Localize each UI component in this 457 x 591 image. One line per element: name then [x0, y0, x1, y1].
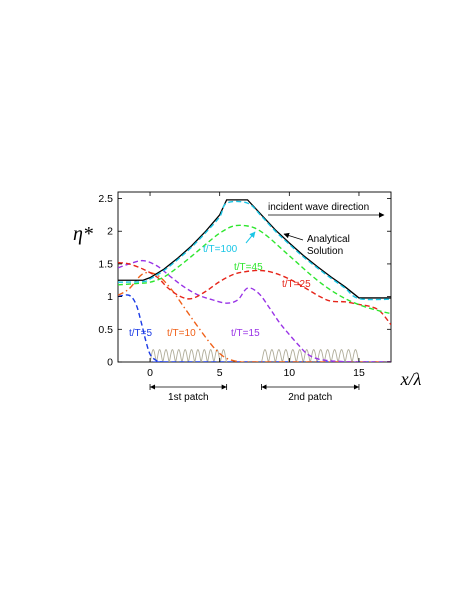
- t100-arrow: [245, 231, 256, 244]
- label-t5: t/T=5: [129, 328, 153, 339]
- y-tick-label: 2: [107, 226, 113, 238]
- patch-span-arrow: [150, 384, 156, 390]
- series-line-t5: [118, 294, 391, 362]
- series-group: [118, 199, 391, 362]
- series-line-analytical: [118, 199, 391, 299]
- patch-spans: 1st patch 2nd patch: [149, 384, 360, 403]
- y-tick-label: 0.5: [98, 324, 113, 336]
- patch-span-arrow: [221, 384, 227, 390]
- y-tick-label: 2.5: [98, 193, 113, 205]
- y-axis-label: η*: [73, 223, 93, 245]
- patch-span-arrow: [261, 384, 267, 390]
- label-t10: t/T=10: [167, 328, 196, 339]
- label-t25: t/T=25: [282, 279, 311, 290]
- x-tick-label: 15: [353, 367, 365, 379]
- patch-span-label: 1st patch: [168, 392, 209, 403]
- series-line-t25: [118, 261, 391, 326]
- label-t100: t/T=100: [203, 244, 238, 255]
- analytical-pointer: [283, 232, 304, 241]
- y-ticks: 0 0.5 1 1.5 2 2.5: [98, 193, 391, 369]
- label-t15: t/T=15: [231, 328, 260, 339]
- patch-ripples: [261, 349, 360, 362]
- x-axis-label: x/λ: [400, 369, 422, 389]
- label-analytical-line1: Analytical: [307, 234, 350, 245]
- patch-span-arrow: [353, 384, 359, 390]
- label-analytical-line2: Solution: [307, 246, 343, 257]
- incident-wave-label: incident wave direction: [268, 202, 369, 213]
- label-t45: t/T=45: [234, 262, 263, 273]
- x-tick-label: 10: [283, 367, 295, 379]
- series-line-t45: [118, 224, 391, 315]
- x-tick-label: 5: [217, 367, 223, 379]
- patch-ripples: [149, 348, 228, 362]
- x-ticks: 0 5 10 15: [147, 192, 365, 379]
- seabed-patches: [149, 348, 360, 362]
- y-tick-label: 0: [107, 357, 113, 369]
- y-tick-label: 1.5: [98, 258, 113, 270]
- patch-span-label: 2nd patch: [288, 392, 332, 403]
- series-line-t100: [118, 200, 391, 301]
- x-tick-label: 0: [147, 367, 153, 379]
- series-line-t10: [118, 271, 391, 362]
- y-tick-label: 1: [107, 291, 113, 303]
